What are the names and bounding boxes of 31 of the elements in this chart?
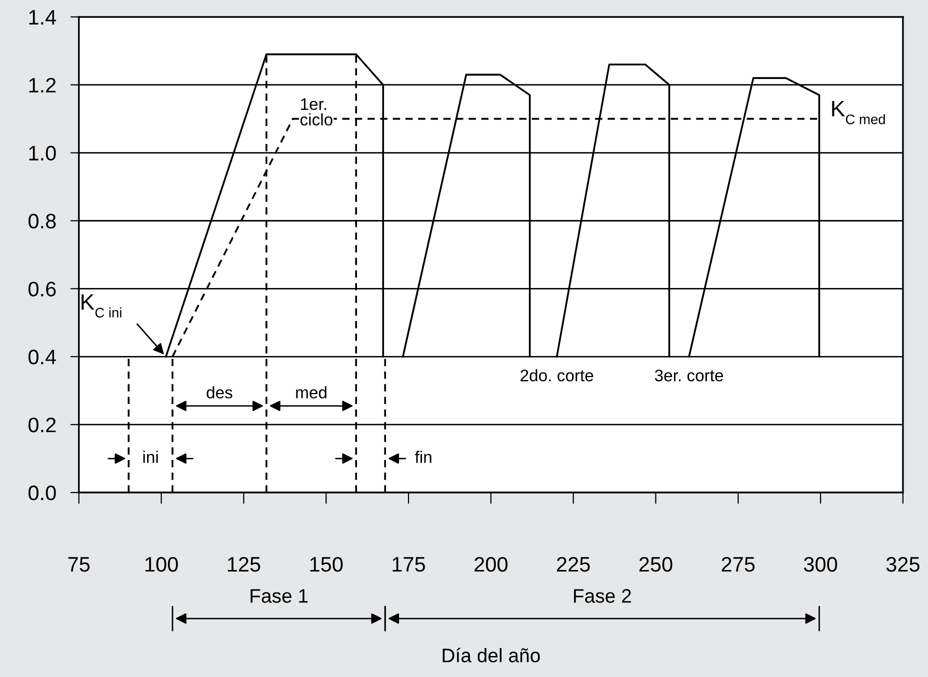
x-tick-label: 225 — [556, 556, 590, 572]
annotation: des — [206, 386, 232, 398]
x-tick-label: 175 — [392, 557, 426, 572]
x-tick-label: 100 — [145, 556, 178, 572]
y-tick-label: 0.6 — [28, 282, 56, 296]
x-axis-title: Día del año — [442, 648, 540, 662]
y-tick-label: 0.0 — [28, 486, 56, 500]
y-tick-label: 0.4 — [28, 350, 56, 364]
annotation: KC ini — [82, 294, 122, 318]
x-tick-label: 125 — [228, 556, 260, 572]
annotation: fin — [415, 450, 432, 463]
text: Fase 1 — [250, 589, 308, 603]
x-tick-label: 325 — [886, 556, 920, 572]
y-tick-label: 1.2 — [29, 78, 56, 92]
annotation: med — [296, 386, 326, 398]
x-tick-label: 250 — [639, 556, 672, 572]
x-tick-label: 200 — [474, 556, 508, 572]
annotation: 2do. corte — [520, 369, 594, 382]
annotation: 3er. corte — [654, 370, 724, 382]
annotation: KC med — [832, 100, 885, 124]
annotation: ini — [143, 450, 158, 463]
y-tick-label: 1.4 — [29, 10, 56, 24]
x-tick-label: 275 — [722, 556, 755, 572]
x-tick-label: 300 — [804, 556, 838, 572]
annotation: 1er. ciclo — [300, 98, 332, 126]
text: Fase 2 — [574, 589, 631, 603]
x-tick-label: 75 — [68, 557, 90, 572]
y-tick-label: 0.2 — [28, 418, 56, 432]
x-tick-label: 150 — [310, 556, 343, 572]
y-tick-label: 0.8 — [28, 214, 56, 229]
y-tick-label: 1.0 — [29, 146, 56, 161]
